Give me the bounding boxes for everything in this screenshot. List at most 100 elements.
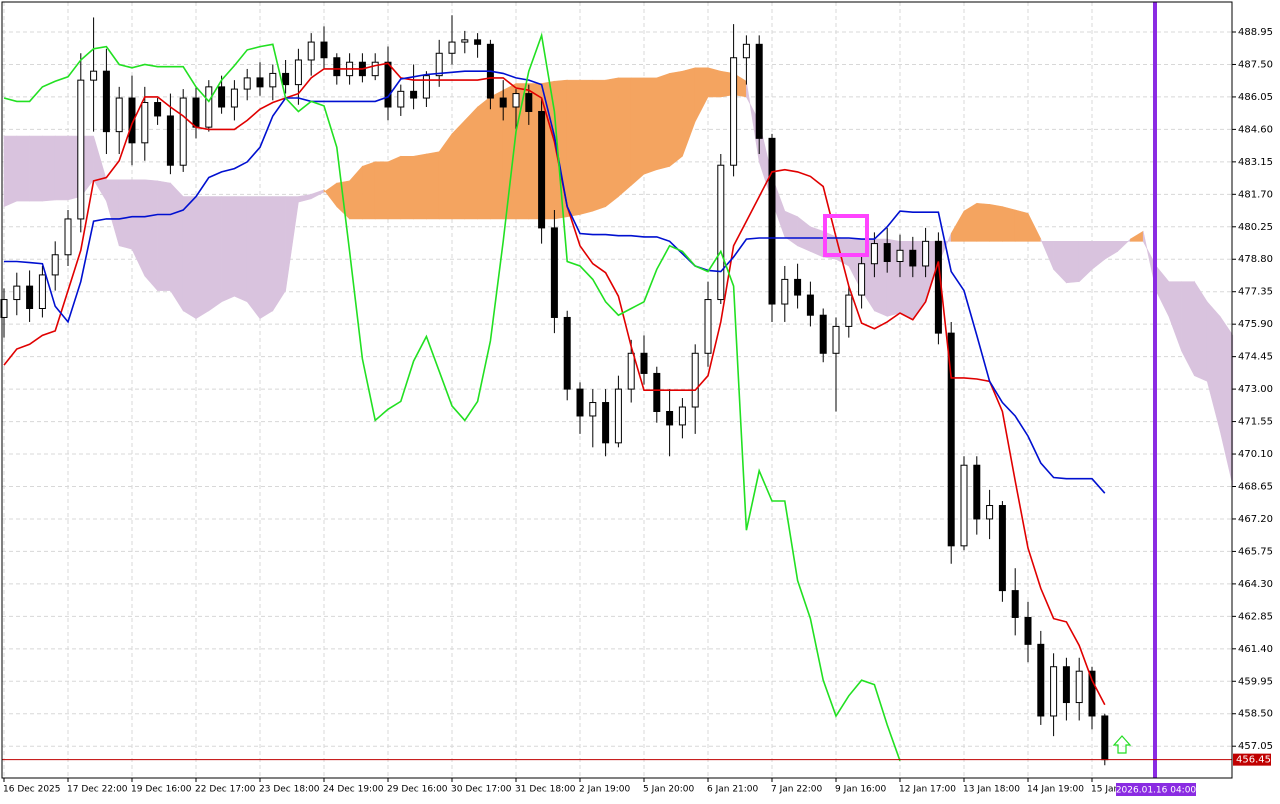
cloud-segment — [1002, 206, 1016, 242]
candle-body — [550, 227, 558, 318]
y-tick-label: 481.70 — [1238, 189, 1273, 200]
indicator-line — [3, 32, 901, 762]
candle-body — [307, 41, 315, 61]
y-tick-label: 464.30 — [1238, 579, 1273, 590]
candle-body — [512, 93, 520, 108]
candle-body — [179, 97, 187, 166]
candle-body — [218, 86, 226, 108]
x-tick-label: 19 Dec 16:00 — [131, 785, 192, 795]
candle-body — [90, 70, 98, 81]
cursor-label-box — [1116, 783, 1196, 796]
x-tick-label: 13 Jan 18:00 — [963, 785, 1020, 795]
cloud-segment — [195, 196, 210, 320]
candle-body — [1050, 666, 1058, 717]
cloud-segment — [272, 196, 286, 312]
candle-body — [960, 464, 968, 547]
cloud-segment — [157, 180, 171, 291]
x-tick-label: 23 Dec 18:00 — [259, 785, 320, 795]
candle-body — [563, 316, 571, 390]
buy-arrow — [1112, 735, 1132, 754]
cloud-segment — [630, 77, 645, 187]
y-tick-label: 458.50 — [1238, 709, 1273, 720]
x-tick-label: 31 Dec 18:00 — [515, 785, 576, 795]
candle-body — [998, 505, 1006, 592]
candle-body — [538, 110, 546, 229]
cloud-segment — [451, 119, 466, 220]
x-tick-label: 14 Jan 19:00 — [1027, 785, 1084, 795]
candle-body — [870, 243, 878, 265]
candle-body — [243, 77, 251, 90]
candle-body — [192, 97, 200, 128]
cloud-segment — [426, 151, 440, 220]
candle-body — [1062, 666, 1070, 704]
y-tick-label: 486.05 — [1238, 92, 1273, 103]
x-tick-label: 24 Dec 19:00 — [323, 785, 384, 795]
x-tick-label: 12 Jan 17:00 — [899, 785, 956, 795]
candle-body — [333, 57, 341, 77]
y-tick-label: 468.65 — [1238, 481, 1273, 492]
candle-body — [525, 93, 533, 112]
cloud-segment — [656, 72, 670, 171]
candle-body — [102, 70, 110, 133]
candle-body — [742, 43, 750, 59]
cloud-segment — [118, 179, 133, 250]
cloud-segment — [54, 135, 69, 201]
candle-body — [384, 61, 392, 108]
y-tick-label: 475.90 — [1238, 319, 1273, 330]
candle-body — [0, 299, 8, 318]
price-label: 456.45 — [1236, 755, 1271, 766]
candle-body — [768, 137, 776, 305]
candle-body — [653, 372, 661, 412]
y-tick-label: 477.35 — [1238, 287, 1273, 298]
cloud-segment — [605, 77, 619, 208]
candle-body — [77, 79, 85, 220]
x-tick-label: 15 Jan — [1091, 785, 1119, 795]
cloud-segment — [669, 70, 683, 167]
candle-body — [909, 249, 917, 267]
indicator-line — [3, 62, 1106, 706]
candle-body — [320, 41, 328, 59]
candle-body — [448, 41, 456, 54]
candles — [0, 15, 1109, 766]
cloud-segment — [234, 196, 248, 303]
cloud-segment — [246, 196, 261, 320]
candle-body — [973, 464, 981, 520]
candle-body — [13, 285, 21, 301]
candle-body — [1037, 643, 1045, 717]
candle-body — [1075, 670, 1083, 704]
candle-body — [38, 274, 46, 310]
x-tick-label: 17 Dec 22:00 — [67, 785, 128, 795]
cloud-segment — [400, 155, 414, 220]
cloud-segment — [643, 77, 658, 175]
candle-body — [461, 39, 469, 43]
candle-body — [1011, 590, 1019, 618]
indicator-lines — [3, 32, 1106, 762]
candle-body — [691, 352, 699, 408]
cloud-segment — [221, 196, 235, 303]
x-tick-label: 6 Jan 21:00 — [707, 785, 759, 795]
highlight-box — [823, 214, 869, 257]
candle-body — [666, 410, 674, 426]
candle-body — [282, 72, 290, 86]
cloud-segment — [182, 196, 197, 320]
candle-body — [922, 240, 930, 267]
candle-body — [51, 254, 59, 276]
cursor-label: 2026.01.16 04:00 — [1116, 786, 1197, 796]
candle-body — [141, 102, 149, 144]
cloud-segment — [477, 96, 491, 220]
candle-body — [896, 249, 904, 262]
cloud-segment — [16, 135, 30, 202]
y-tick-label: 467.20 — [1238, 514, 1273, 525]
candle-body — [806, 294, 814, 316]
cloud-segment — [618, 77, 632, 198]
cloud-segment — [976, 202, 990, 242]
x-tick-label: 30 Dec 17:00 — [451, 785, 512, 795]
candle-body — [435, 52, 443, 77]
candle-body — [230, 88, 238, 108]
candle-body — [410, 90, 418, 99]
candle-body — [627, 352, 635, 390]
y-tick-label: 480.25 — [1238, 222, 1273, 233]
indicator-line — [4, 70, 1106, 494]
